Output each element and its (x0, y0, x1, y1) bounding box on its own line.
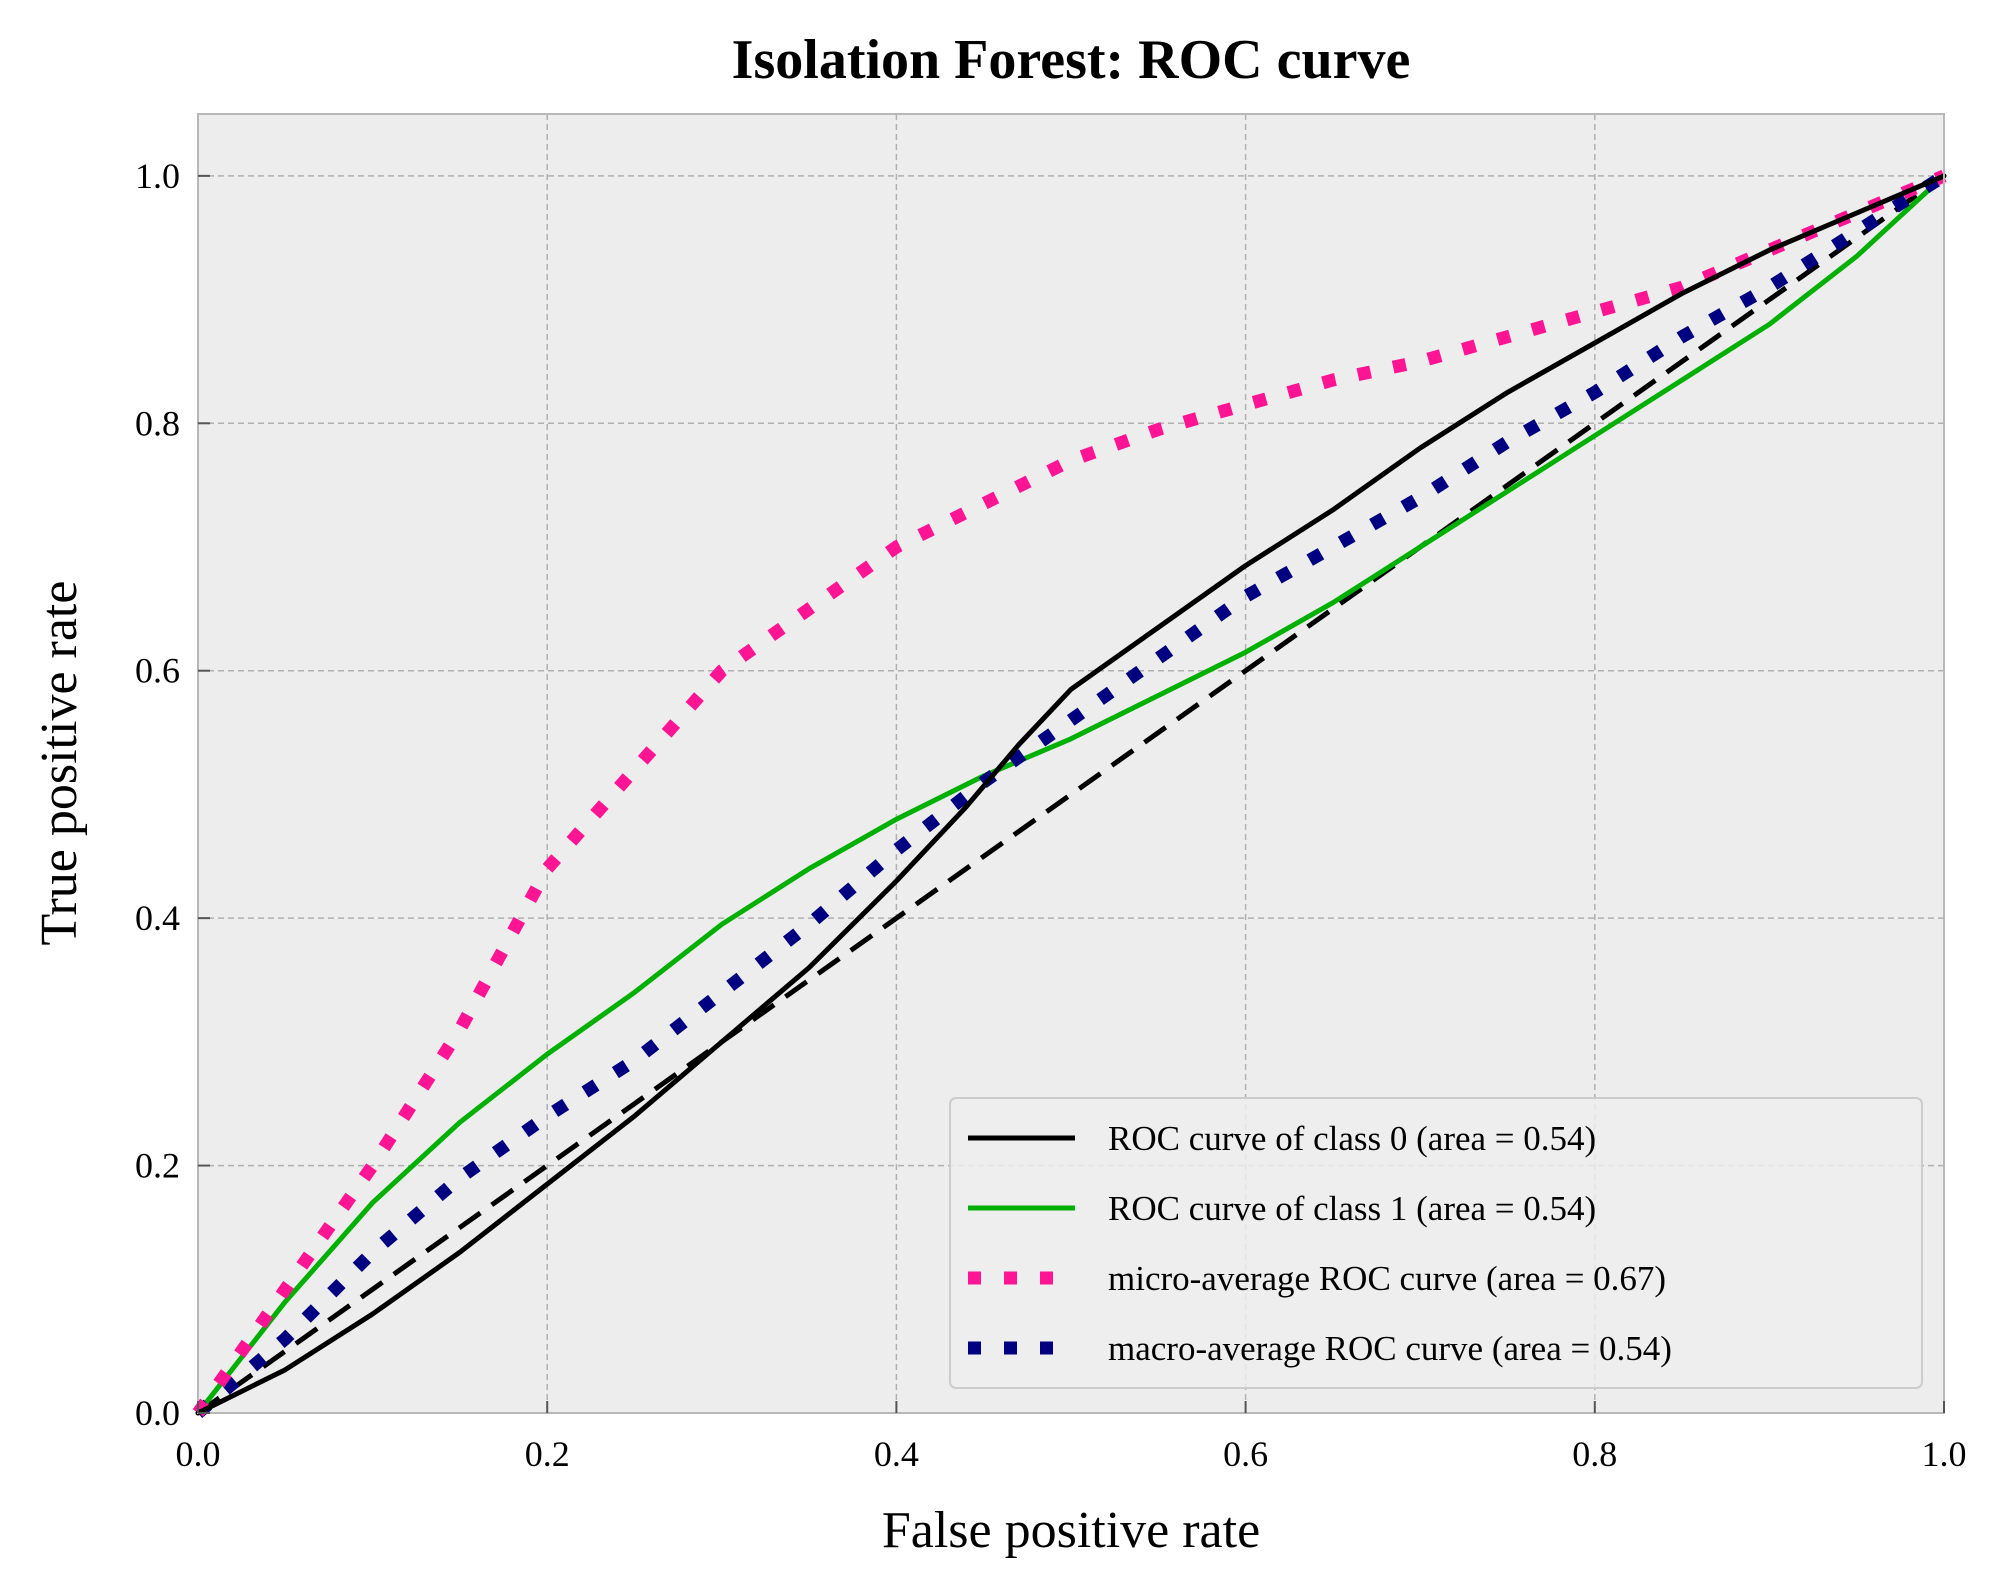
y-tick-label: 0.8 (135, 403, 180, 443)
chart-title: Isolation Forest: ROC curve (732, 29, 1411, 91)
legend-label-3: macro-average ROC curve (area = 0.54) (1108, 1329, 1672, 1368)
legend-label-2: micro-average ROC curve (area = 0.67) (1108, 1259, 1666, 1298)
x-tick-label: 1.0 (1922, 1434, 1967, 1474)
y-tick-label: 0.6 (135, 651, 180, 691)
legend-box (949, 1097, 1923, 1389)
x-axis: 0.0 0.2 0.4 0.6 0.8 1.0 (176, 1401, 1967, 1474)
x-tick-label: 0.4 (874, 1434, 919, 1474)
plot-frame (197, 113, 1945, 1414)
series-line-1 (195, 173, 1947, 1416)
legend: ROC curve of class 0 (area = 0.54) ROC cu… (949, 1097, 1923, 1389)
x-tick-label: 0.6 (1223, 1434, 1268, 1474)
series-line-3 (193, 170, 1948, 1418)
y-axis: 0.0 0.2 0.4 0.6 0.8 1.0 (135, 156, 210, 1433)
series-line-4 (196, 173, 1946, 1416)
y-tick-label: 0.2 (135, 1146, 180, 1186)
series-line-0 (195, 173, 1947, 1416)
x-axis-label: False positive rate (882, 1502, 1260, 1559)
legend-label-1: ROC curve of class 1 (area = 0.54) (1108, 1189, 1596, 1228)
x-tick-label: 0.8 (1572, 1434, 1617, 1474)
series-layer (192, 169, 1948, 1418)
y-tick-label: 0.0 (135, 1393, 180, 1433)
legend-label-0: ROC curve of class 0 (area = 0.54) (1108, 1119, 1596, 1158)
x-tick-label: 0.0 (176, 1434, 221, 1474)
y-tick-label: 1.0 (135, 156, 180, 196)
y-tick-label: 0.4 (135, 898, 180, 938)
y-axis-label: True positive rate (31, 581, 88, 946)
x-tick-label: 0.2 (525, 1434, 570, 1474)
